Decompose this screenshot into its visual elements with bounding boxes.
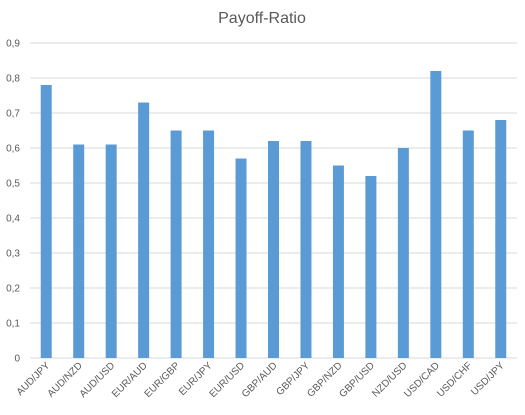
y-tick-label: 0,5 — [6, 179, 20, 190]
chart-title: Payoff-Ratio — [218, 10, 306, 27]
bar — [462, 130, 474, 358]
y-tick-label: 0,2 — [6, 284, 20, 295]
x-tick-label: GBP/AUD — [240, 360, 280, 400]
bar — [105, 144, 117, 358]
bar — [235, 158, 247, 358]
bar — [300, 141, 312, 358]
bar — [40, 85, 52, 358]
x-tick-label: USD/JPY — [469, 360, 507, 398]
bar — [397, 148, 409, 358]
bar — [430, 71, 442, 358]
y-tick-label: 0,3 — [6, 249, 20, 260]
x-tick-label: EUR/GBP — [143, 360, 183, 400]
y-tick-label: 0,7 — [6, 109, 20, 120]
bar — [73, 144, 85, 358]
bar — [203, 130, 215, 358]
x-tick-label: GBP/USD — [337, 360, 377, 400]
y-tick-label: 0 — [14, 354, 20, 365]
bar — [170, 130, 182, 358]
bars — [40, 71, 507, 358]
bar — [332, 165, 344, 358]
x-tick-label: USD/CHF — [435, 360, 474, 399]
y-axis-ticks: 0 0,1 0,2 0,3 0,4 0,5 0,6 0,7 0,8 0,9 — [6, 39, 20, 365]
bar — [268, 141, 279, 358]
x-axis-ticks: AUD/JPYAUD/NZDAUD/USDEUR/AUDEUR/GBPEUR/J… — [15, 360, 507, 400]
y-tick-label: 0,4 — [6, 214, 20, 225]
bar — [138, 102, 150, 358]
bar — [365, 176, 377, 358]
y-tick-label: 0,1 — [6, 319, 20, 330]
y-tick-label: 0,9 — [6, 39, 20, 50]
bar — [495, 120, 507, 358]
y-tick-label: 0,6 — [6, 144, 20, 155]
x-tick-label: USD/CAD — [402, 360, 442, 400]
y-tick-label: 0,8 — [6, 74, 20, 85]
